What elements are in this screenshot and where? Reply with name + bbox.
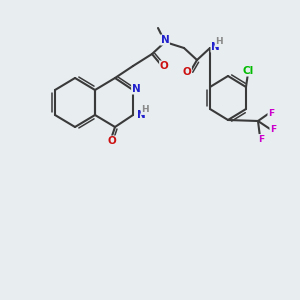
Text: F: F <box>270 124 276 134</box>
Text: F: F <box>258 134 264 143</box>
Text: O: O <box>108 136 116 146</box>
Text: O: O <box>160 61 168 71</box>
Text: H: H <box>215 38 223 46</box>
Text: F: F <box>268 110 274 118</box>
Text: N: N <box>132 84 140 94</box>
Text: Cl: Cl <box>242 66 253 76</box>
Text: N: N <box>160 35 169 45</box>
Text: O: O <box>183 67 191 77</box>
Text: N: N <box>137 110 146 120</box>
Text: N: N <box>211 42 220 52</box>
Text: H: H <box>141 106 149 115</box>
